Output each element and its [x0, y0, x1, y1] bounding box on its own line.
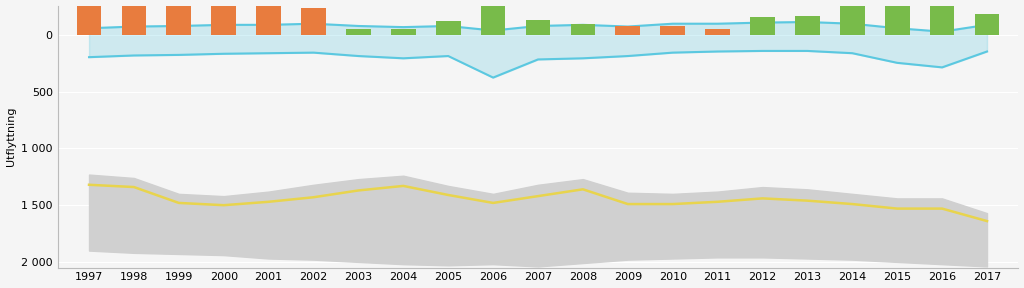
Bar — [301, 8, 326, 35]
Bar — [122, 5, 146, 35]
Bar — [391, 29, 416, 35]
Bar — [615, 26, 640, 35]
Bar — [706, 29, 730, 35]
Bar — [975, 14, 999, 35]
Bar — [167, 3, 191, 35]
Bar — [795, 16, 820, 35]
Bar — [885, 0, 909, 35]
Bar — [525, 20, 550, 35]
Bar — [256, 3, 281, 35]
Bar — [481, 4, 506, 35]
Bar — [211, 3, 237, 35]
Bar — [751, 18, 775, 35]
Bar — [570, 24, 595, 35]
Bar — [77, 0, 101, 35]
Bar — [660, 26, 685, 35]
Bar — [436, 21, 461, 35]
Bar — [930, 0, 954, 35]
Bar — [346, 29, 371, 35]
Bar — [840, 4, 864, 35]
Y-axis label: Utflyttning: Utflyttning — [5, 107, 15, 166]
